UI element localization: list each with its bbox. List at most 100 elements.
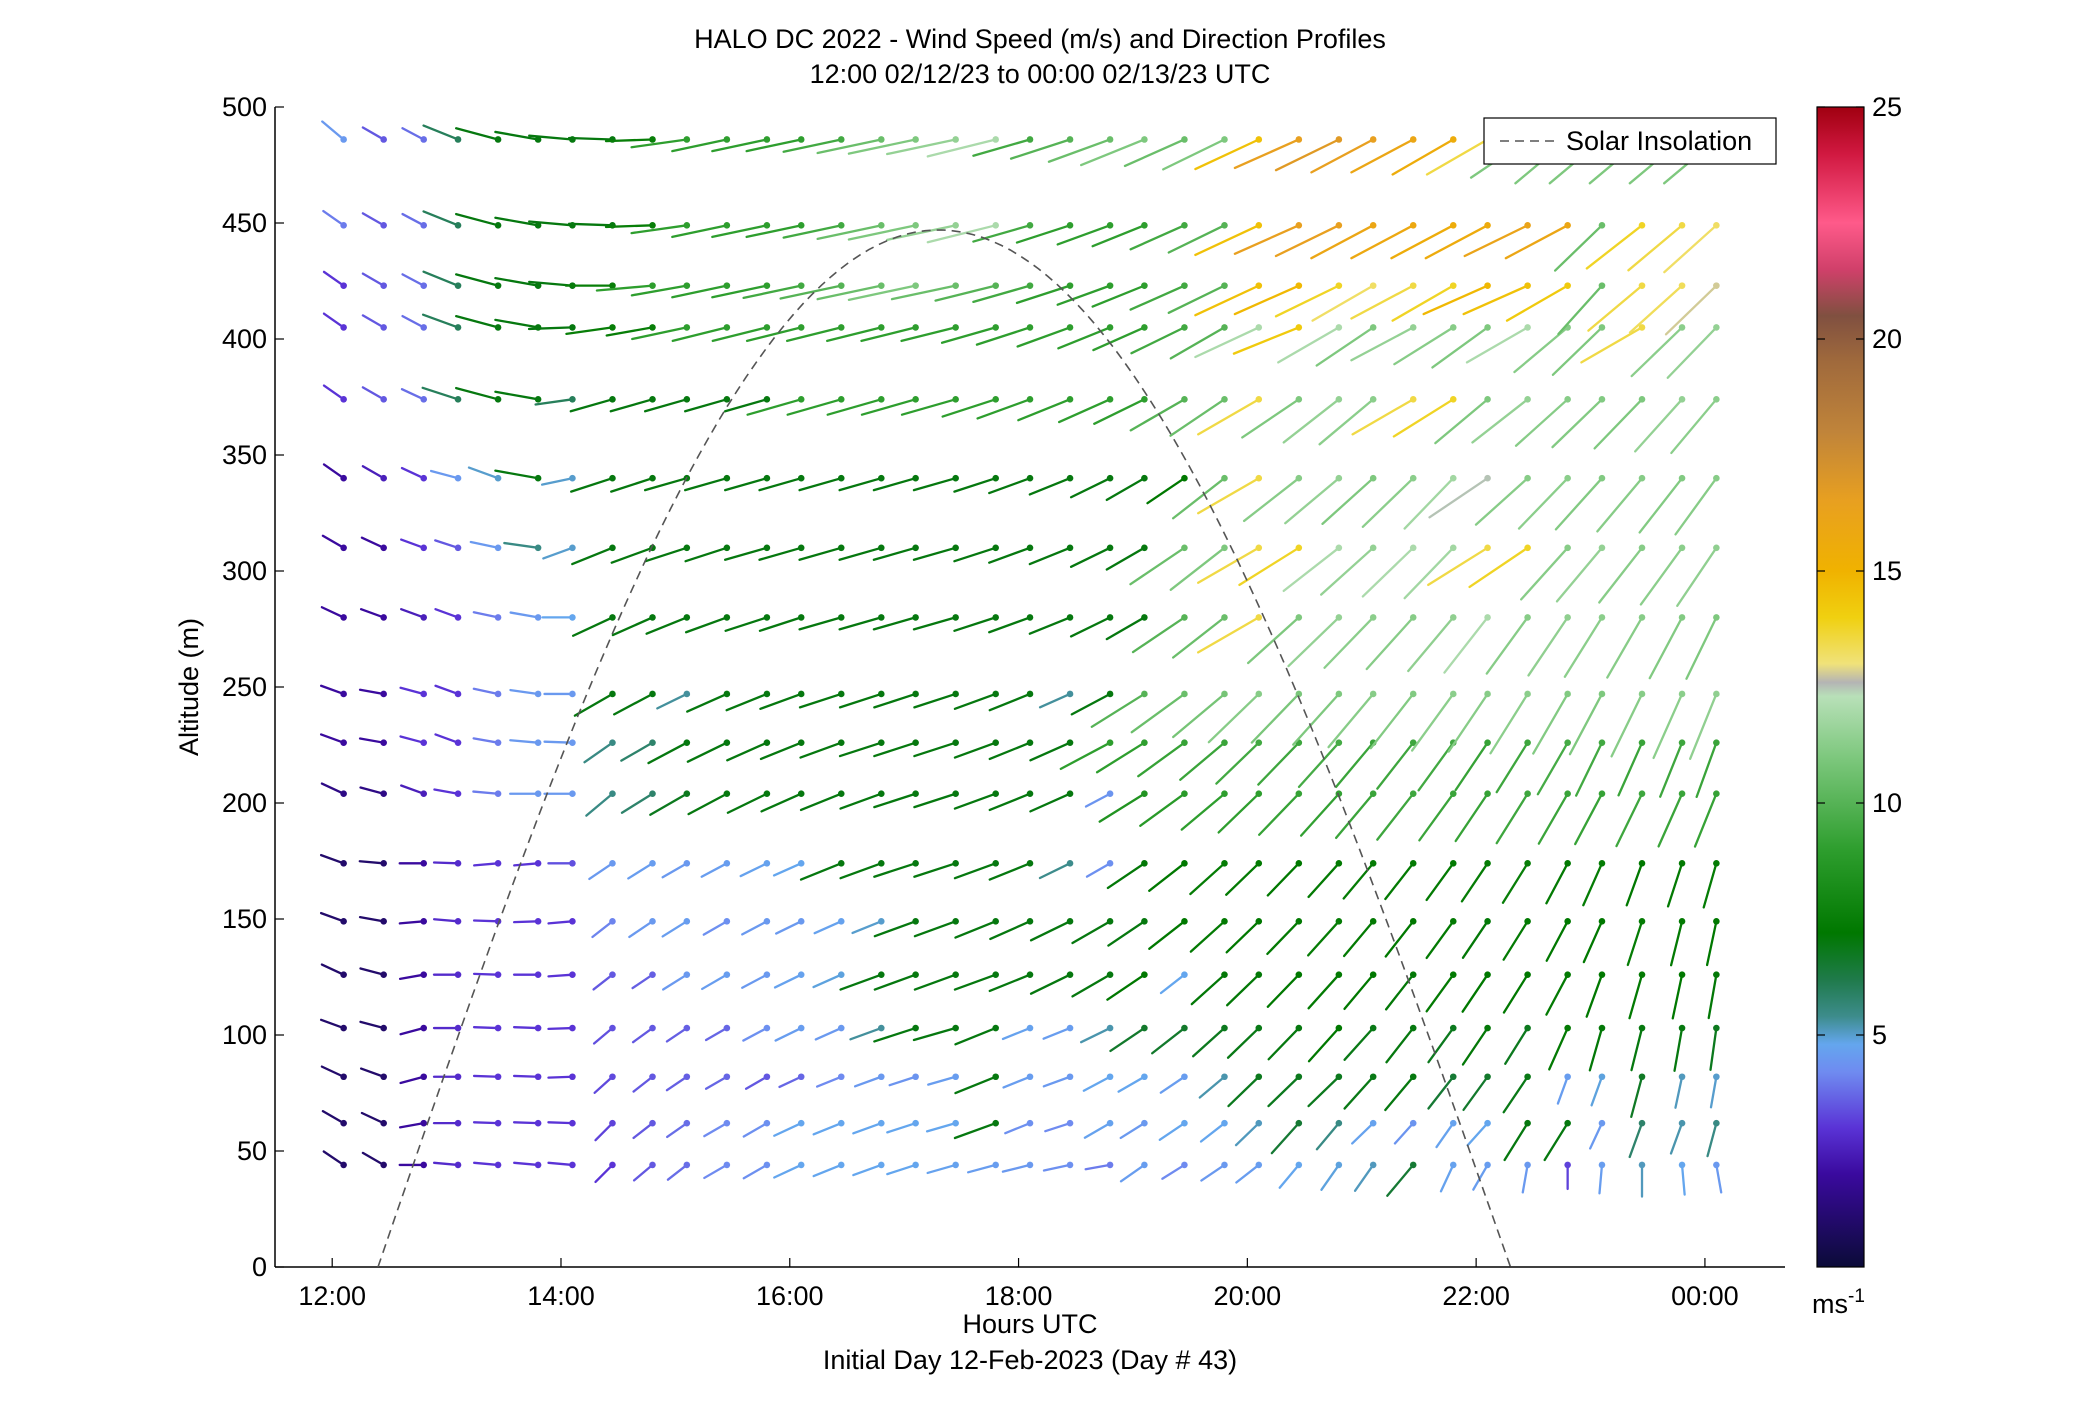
wind-barb	[1278, 1161, 1303, 1189]
wind-barb-shaft	[1267, 1026, 1300, 1061]
wind-barb	[398, 918, 428, 925]
wind-barb	[1044, 1119, 1074, 1133]
wind-barb-dot	[454, 790, 462, 798]
wind-barb-dot	[1255, 614, 1263, 621]
wind-barb-shaft	[1199, 1122, 1226, 1143]
wind-barb-dot	[1564, 222, 1571, 229]
wind-barb-shaft	[838, 616, 883, 631]
wind-barb-dot	[1484, 282, 1491, 289]
wind-barb-dot	[340, 690, 347, 698]
wind-barb-dot	[1141, 614, 1148, 621]
wind-barb-shaft	[644, 546, 688, 563]
wind-barb-shaft	[401, 127, 425, 141]
wind-barb-dot	[649, 971, 656, 978]
wind-barb	[1266, 918, 1303, 956]
wind-barb-shaft	[1323, 616, 1375, 669]
wind-barb-dot	[1678, 690, 1686, 698]
wind-barb-shaft	[839, 792, 883, 810]
wind-barb-shaft	[1365, 616, 1415, 671]
wind-barb-dot	[1449, 614, 1457, 621]
wind-barb-shaft	[1047, 138, 1112, 163]
wind-barb-dot	[1066, 136, 1074, 143]
wind-barb-shaft	[742, 1163, 769, 1180]
colorbar-tick-label: 15	[1872, 556, 1902, 586]
wind-barb-dot	[1335, 136, 1343, 143]
wind-barb	[1582, 860, 1606, 907]
wind-barb-dot	[1369, 1073, 1377, 1081]
wind-barb	[1685, 614, 1720, 680]
wind-barb	[1391, 282, 1457, 322]
wind-barb-dot	[494, 1119, 502, 1127]
wind-barb	[686, 690, 731, 713]
wind-barb-shaft	[513, 862, 540, 867]
wind-barb-shaft	[1130, 326, 1186, 355]
wind-barb	[816, 136, 885, 155]
wind-barb-shaft	[798, 616, 843, 631]
wind-barb	[1190, 971, 1228, 1006]
wind-barb-shaft	[1129, 546, 1186, 586]
wind-barb-dot	[837, 918, 845, 925]
wind-barb-shaft	[1093, 398, 1146, 425]
wind-barb-shaft	[1463, 224, 1529, 258]
wind-barb-dot	[877, 690, 885, 698]
wind-barb-shaft	[1580, 326, 1644, 364]
wind-barb	[1403, 544, 1457, 600]
wind-barb	[542, 544, 576, 560]
y-tick-label: 450	[222, 208, 267, 238]
wind-barb-shaft	[816, 224, 883, 241]
wind-barb	[1169, 544, 1228, 591]
wind-barb-shaft	[1287, 616, 1341, 668]
wind-barb	[1669, 918, 1686, 967]
wind-barb-dot	[1409, 1073, 1417, 1081]
wind-barb-shaft	[399, 1026, 425, 1036]
wind-barb-shaft	[847, 284, 917, 301]
wind-barb-shaft	[1131, 616, 1186, 654]
wind-barb	[826, 396, 885, 416]
wind-barb-shaft	[954, 1075, 997, 1095]
wind-barb-dot	[763, 1119, 771, 1127]
wind-barb-dot	[683, 1073, 691, 1081]
wind-barb	[774, 918, 805, 935]
wind-barb	[454, 273, 502, 289]
wind-barb-dot	[569, 1119, 576, 1127]
wind-barb-shaft	[1585, 224, 1644, 270]
wind-barb	[1502, 971, 1531, 1014]
wind-barb-shaft	[401, 212, 425, 227]
wind-barb-dot	[420, 1161, 428, 1169]
wind-barb-dot	[1409, 136, 1417, 143]
wind-barb	[726, 790, 771, 814]
wind-barb-shaft	[1659, 741, 1684, 798]
wind-barb-dot	[569, 690, 576, 698]
wind-barb	[1311, 282, 1377, 322]
wind-barb	[1557, 282, 1606, 336]
wind-barb-dot	[1713, 690, 1720, 698]
wind-barb-shaft	[1342, 920, 1375, 958]
wind-barb	[643, 396, 691, 413]
wind-barb-shaft	[358, 688, 385, 696]
wind-barb-shaft	[726, 792, 769, 814]
wind-barb-shaft	[542, 546, 574, 560]
wind-barb	[359, 967, 387, 978]
wind-barb-shaft	[630, 224, 688, 235]
wind-barb	[322, 270, 347, 289]
wind-barb-shaft	[1551, 398, 1604, 449]
wind-barb	[683, 396, 731, 413]
wind-barb-shaft	[1715, 1163, 1723, 1194]
wind-barb-dot	[1564, 1119, 1571, 1127]
wind-barb	[358, 737, 387, 746]
wind-barb-shaft	[565, 326, 614, 336]
wind-barb	[745, 136, 805, 153]
wind-barb-shaft	[1029, 920, 1072, 942]
wind-barb	[759, 739, 805, 761]
wind-barb-dot	[1026, 918, 1034, 925]
wind-barb-dot	[1449, 136, 1457, 143]
wind-barb	[872, 544, 919, 561]
wind-barb-shaft	[1200, 1163, 1226, 1182]
wind-barb-dot	[912, 282, 919, 289]
wind-barb	[1545, 918, 1571, 962]
wind-barb-shaft	[953, 692, 997, 710]
wind-barb-shaft	[432, 861, 460, 865]
wind-barb-dot	[912, 790, 919, 798]
wind-barb	[782, 136, 845, 153]
wind-barb-dot	[1449, 918, 1457, 925]
